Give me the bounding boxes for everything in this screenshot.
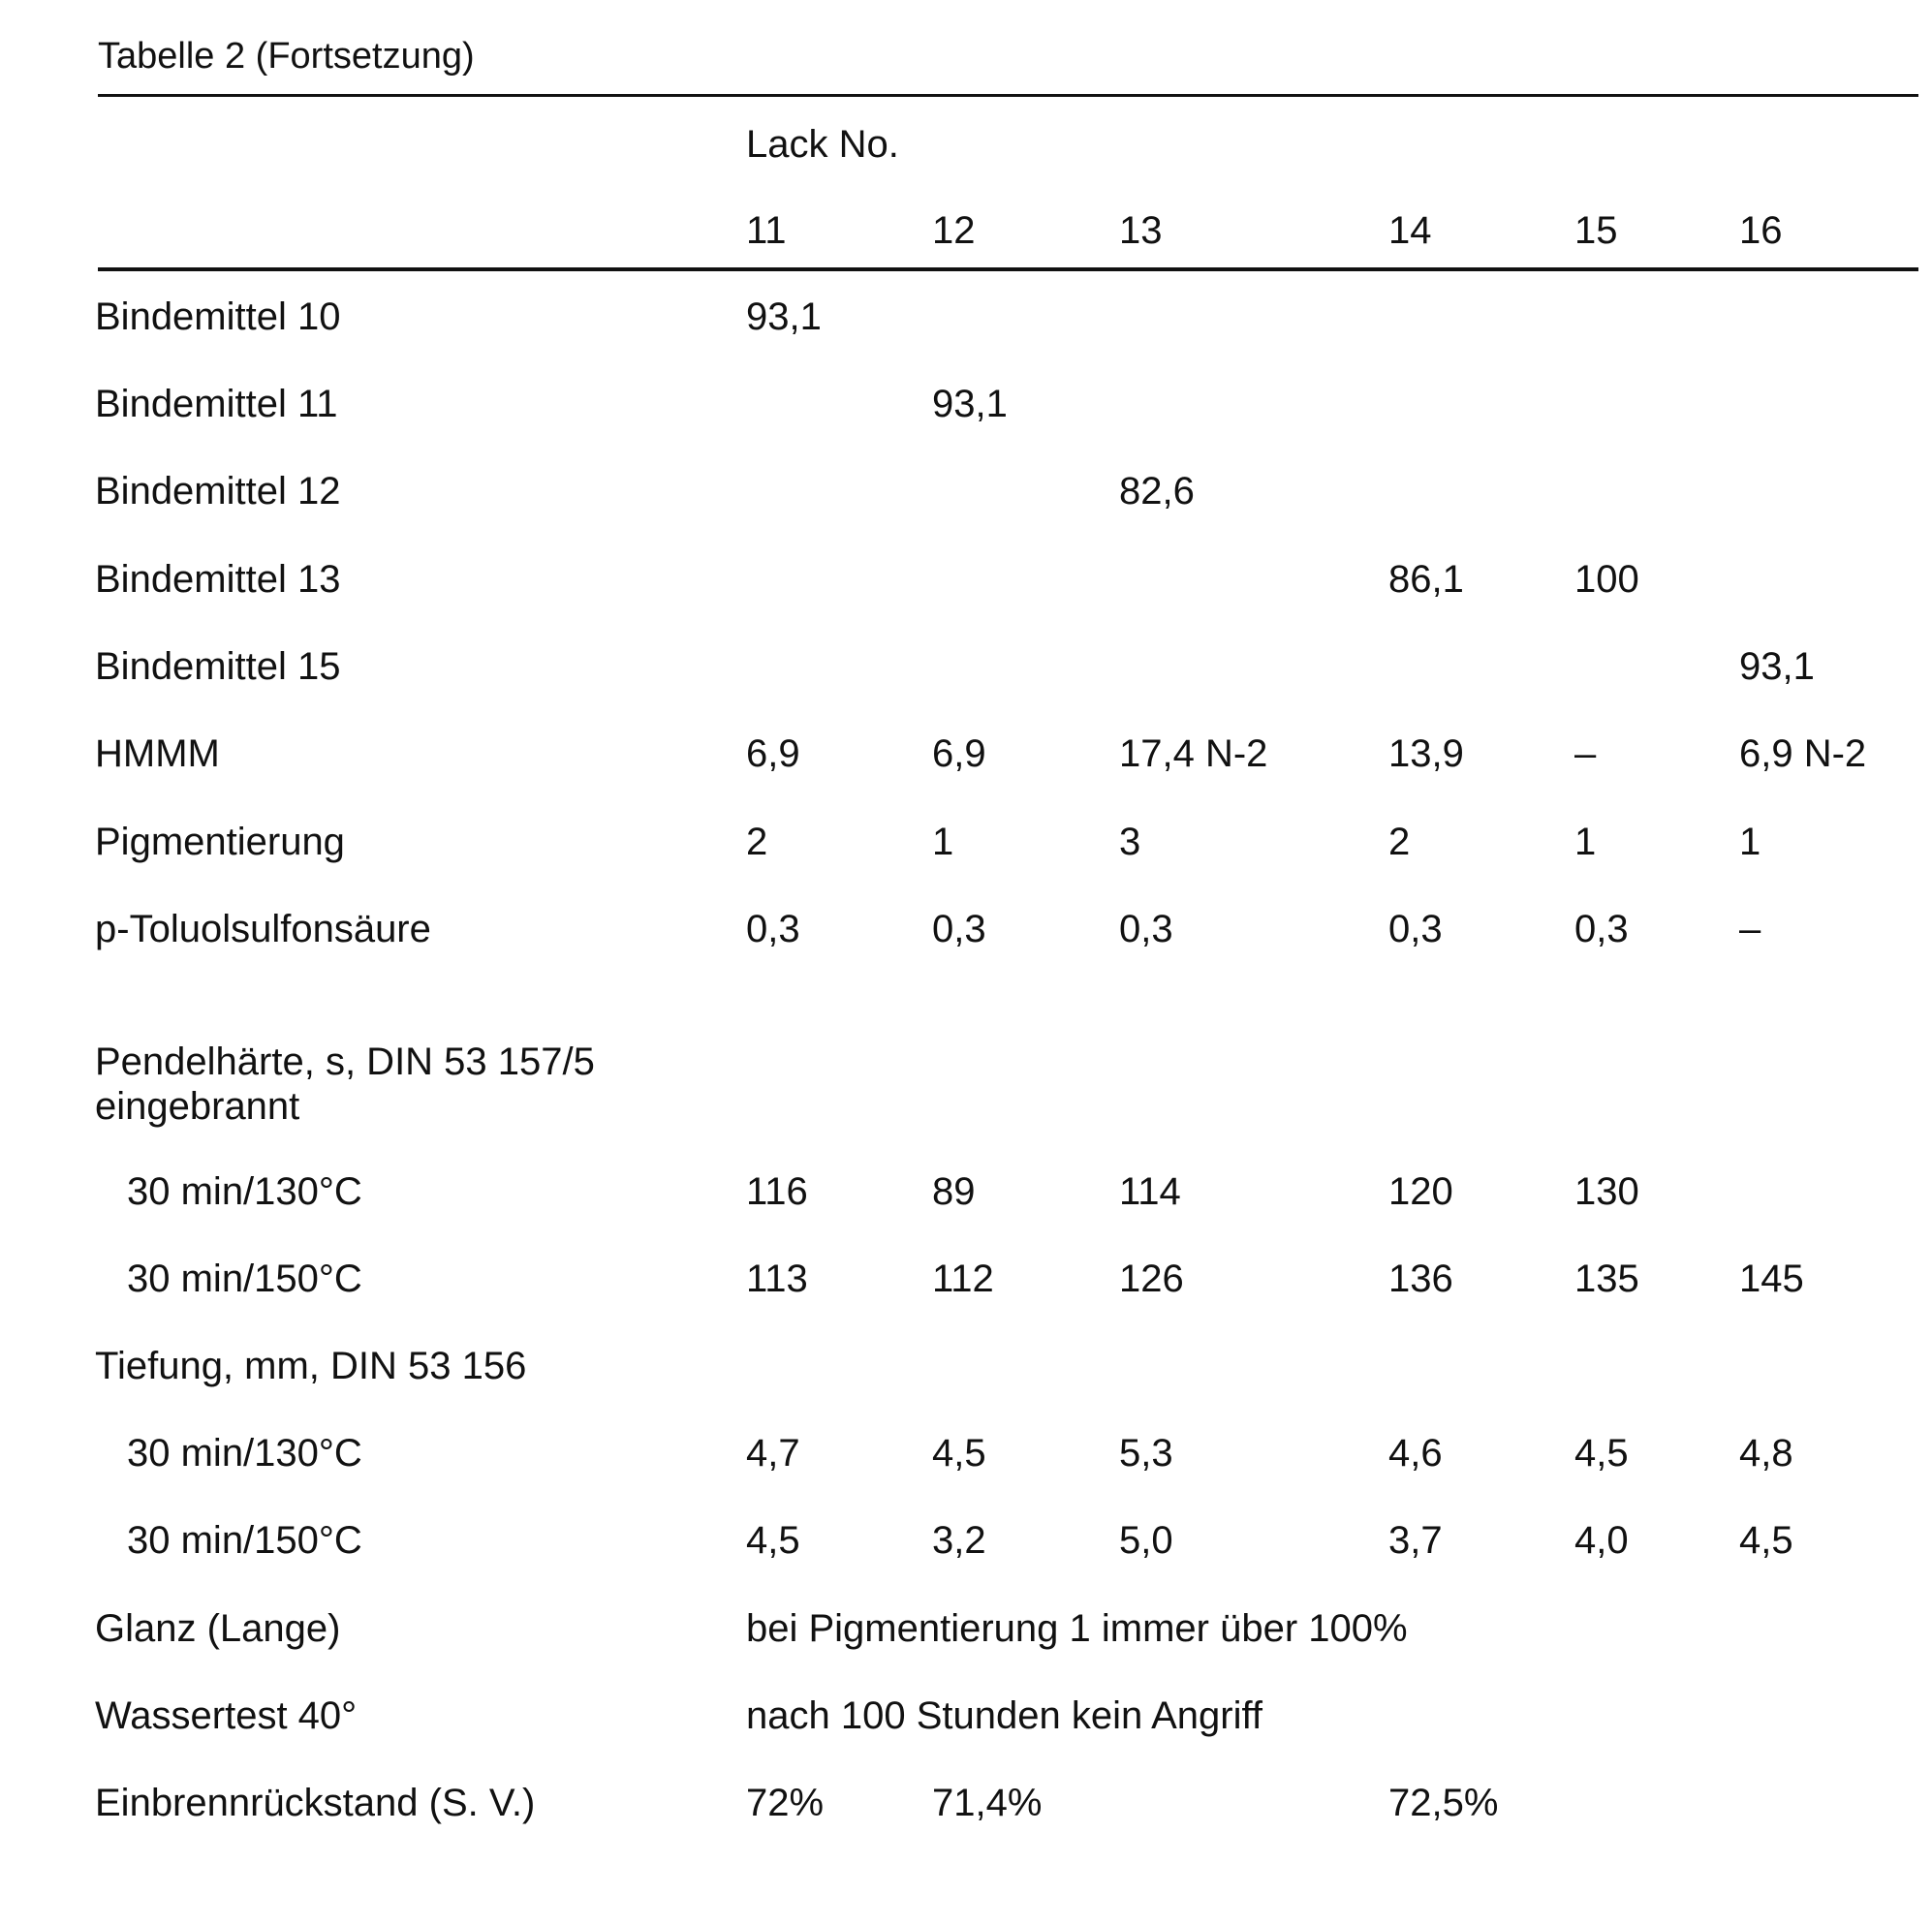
row-label: Bindemittel 11 <box>95 382 338 426</box>
table-cell: 6,9 <box>746 731 800 776</box>
table-cell: 113 <box>746 1257 808 1301</box>
table-cell: 1 <box>932 820 953 864</box>
row-label: Bindemittel 15 <box>95 644 340 689</box>
row-label: Tiefung, mm, DIN 53 156 <box>95 1344 526 1388</box>
column-header: 11 <box>746 208 787 253</box>
table-cell: 1 <box>1574 820 1596 864</box>
table-cell: 82,6 <box>1119 469 1195 513</box>
row-span-value: bei Pigmentierung 1 immer über 100% <box>746 1606 1408 1651</box>
column-header: 13 <box>1119 208 1163 253</box>
header-rule <box>98 267 1918 271</box>
row-label: HMMM <box>95 731 220 776</box>
table-cell: 72% <box>746 1781 824 1825</box>
table-caption: Tabelle 2 (Fortsetzung) <box>98 35 475 78</box>
table-cell: 3,2 <box>932 1518 986 1563</box>
table-cell: 6,9 <box>932 731 986 776</box>
table-cell: 89 <box>932 1169 976 1214</box>
table-cell: 4,8 <box>1739 1431 1793 1476</box>
row-label: Bindemittel 12 <box>95 469 340 513</box>
table-cell: 4,5 <box>932 1431 986 1476</box>
column-header: 16 <box>1739 208 1783 253</box>
table-cell: 0,3 <box>1388 907 1443 951</box>
table-cell: – <box>1574 731 1596 776</box>
column-header: 15 <box>1574 208 1618 253</box>
column-header: 12 <box>932 208 976 253</box>
table-cell: 0,3 <box>932 907 986 951</box>
table-cell: 145 <box>1739 1257 1804 1301</box>
table-cell: 114 <box>1119 1169 1181 1214</box>
table-cell: 4,5 <box>746 1518 800 1563</box>
table-cell: 4,5 <box>1574 1431 1629 1476</box>
table-cell: 3 <box>1119 820 1140 864</box>
table-cell: 4,5 <box>1739 1518 1793 1563</box>
row-label: Bindemittel 13 <box>95 557 340 602</box>
table-cell: 72,5% <box>1388 1781 1498 1825</box>
table-cell: 4,0 <box>1574 1518 1629 1563</box>
row-label: Pigmentierung <box>95 820 345 864</box>
table-cell: 0,3 <box>746 907 800 951</box>
row-label: 30 min/130°C <box>127 1169 362 1214</box>
row-label: Bindemittel 10 <box>95 295 340 339</box>
row-label: 30 min/130°C <box>127 1431 362 1476</box>
table-cell: 6,9 N-2 <box>1739 731 1866 776</box>
table-cell: 126 <box>1119 1257 1184 1301</box>
table-cell: 5,0 <box>1119 1518 1173 1563</box>
table-cell: 86,1 <box>1388 557 1464 602</box>
table-cell: 130 <box>1574 1169 1639 1214</box>
column-group-header: Lack No. <box>746 122 899 167</box>
table-cell: 4,7 <box>746 1431 800 1476</box>
table-cell: 2 <box>746 820 767 864</box>
row-label: Wassertest 40° <box>95 1693 357 1738</box>
row-label: 30 min/150°C <box>127 1518 362 1563</box>
top-rule <box>98 94 1918 97</box>
row-label: p-Toluolsulfonsäure <box>95 907 431 951</box>
table-cell: 1 <box>1739 820 1761 864</box>
row-label: Pendelhärte, s, DIN 53 157/5 eingebrannt <box>95 1040 734 1129</box>
table-cell: 112 <box>932 1257 994 1301</box>
table-cell: 2 <box>1388 820 1410 864</box>
table-cell: 3,7 <box>1388 1518 1443 1563</box>
table-cell: 116 <box>746 1169 808 1214</box>
table-cell: 0,3 <box>1574 907 1629 951</box>
table-cell: 100 <box>1574 557 1639 602</box>
table-cell: 4,6 <box>1388 1431 1443 1476</box>
table-cell: 0,3 <box>1119 907 1173 951</box>
row-label: Glanz (Lange) <box>95 1606 340 1651</box>
table-cell: 93,1 <box>932 382 1008 426</box>
table-cell: 13,9 <box>1388 731 1464 776</box>
table-cell: 71,4% <box>932 1781 1042 1825</box>
table-cell: 5,3 <box>1119 1431 1173 1476</box>
table-cell: 136 <box>1388 1257 1453 1301</box>
row-label: 30 min/150°C <box>127 1257 362 1301</box>
row-span-value: nach 100 Stunden kein Angriff <box>746 1693 1262 1738</box>
table-cell: 135 <box>1574 1257 1639 1301</box>
row-label: Einbrennrückstand (S. V.) <box>95 1781 535 1825</box>
table-cell: 120 <box>1388 1169 1453 1214</box>
table-cell: 17,4 N-2 <box>1119 731 1267 776</box>
table-cell: 93,1 <box>1739 644 1815 689</box>
column-header: 14 <box>1388 208 1432 253</box>
table-cell: 93,1 <box>746 295 822 339</box>
table-cell: – <box>1739 907 1761 951</box>
